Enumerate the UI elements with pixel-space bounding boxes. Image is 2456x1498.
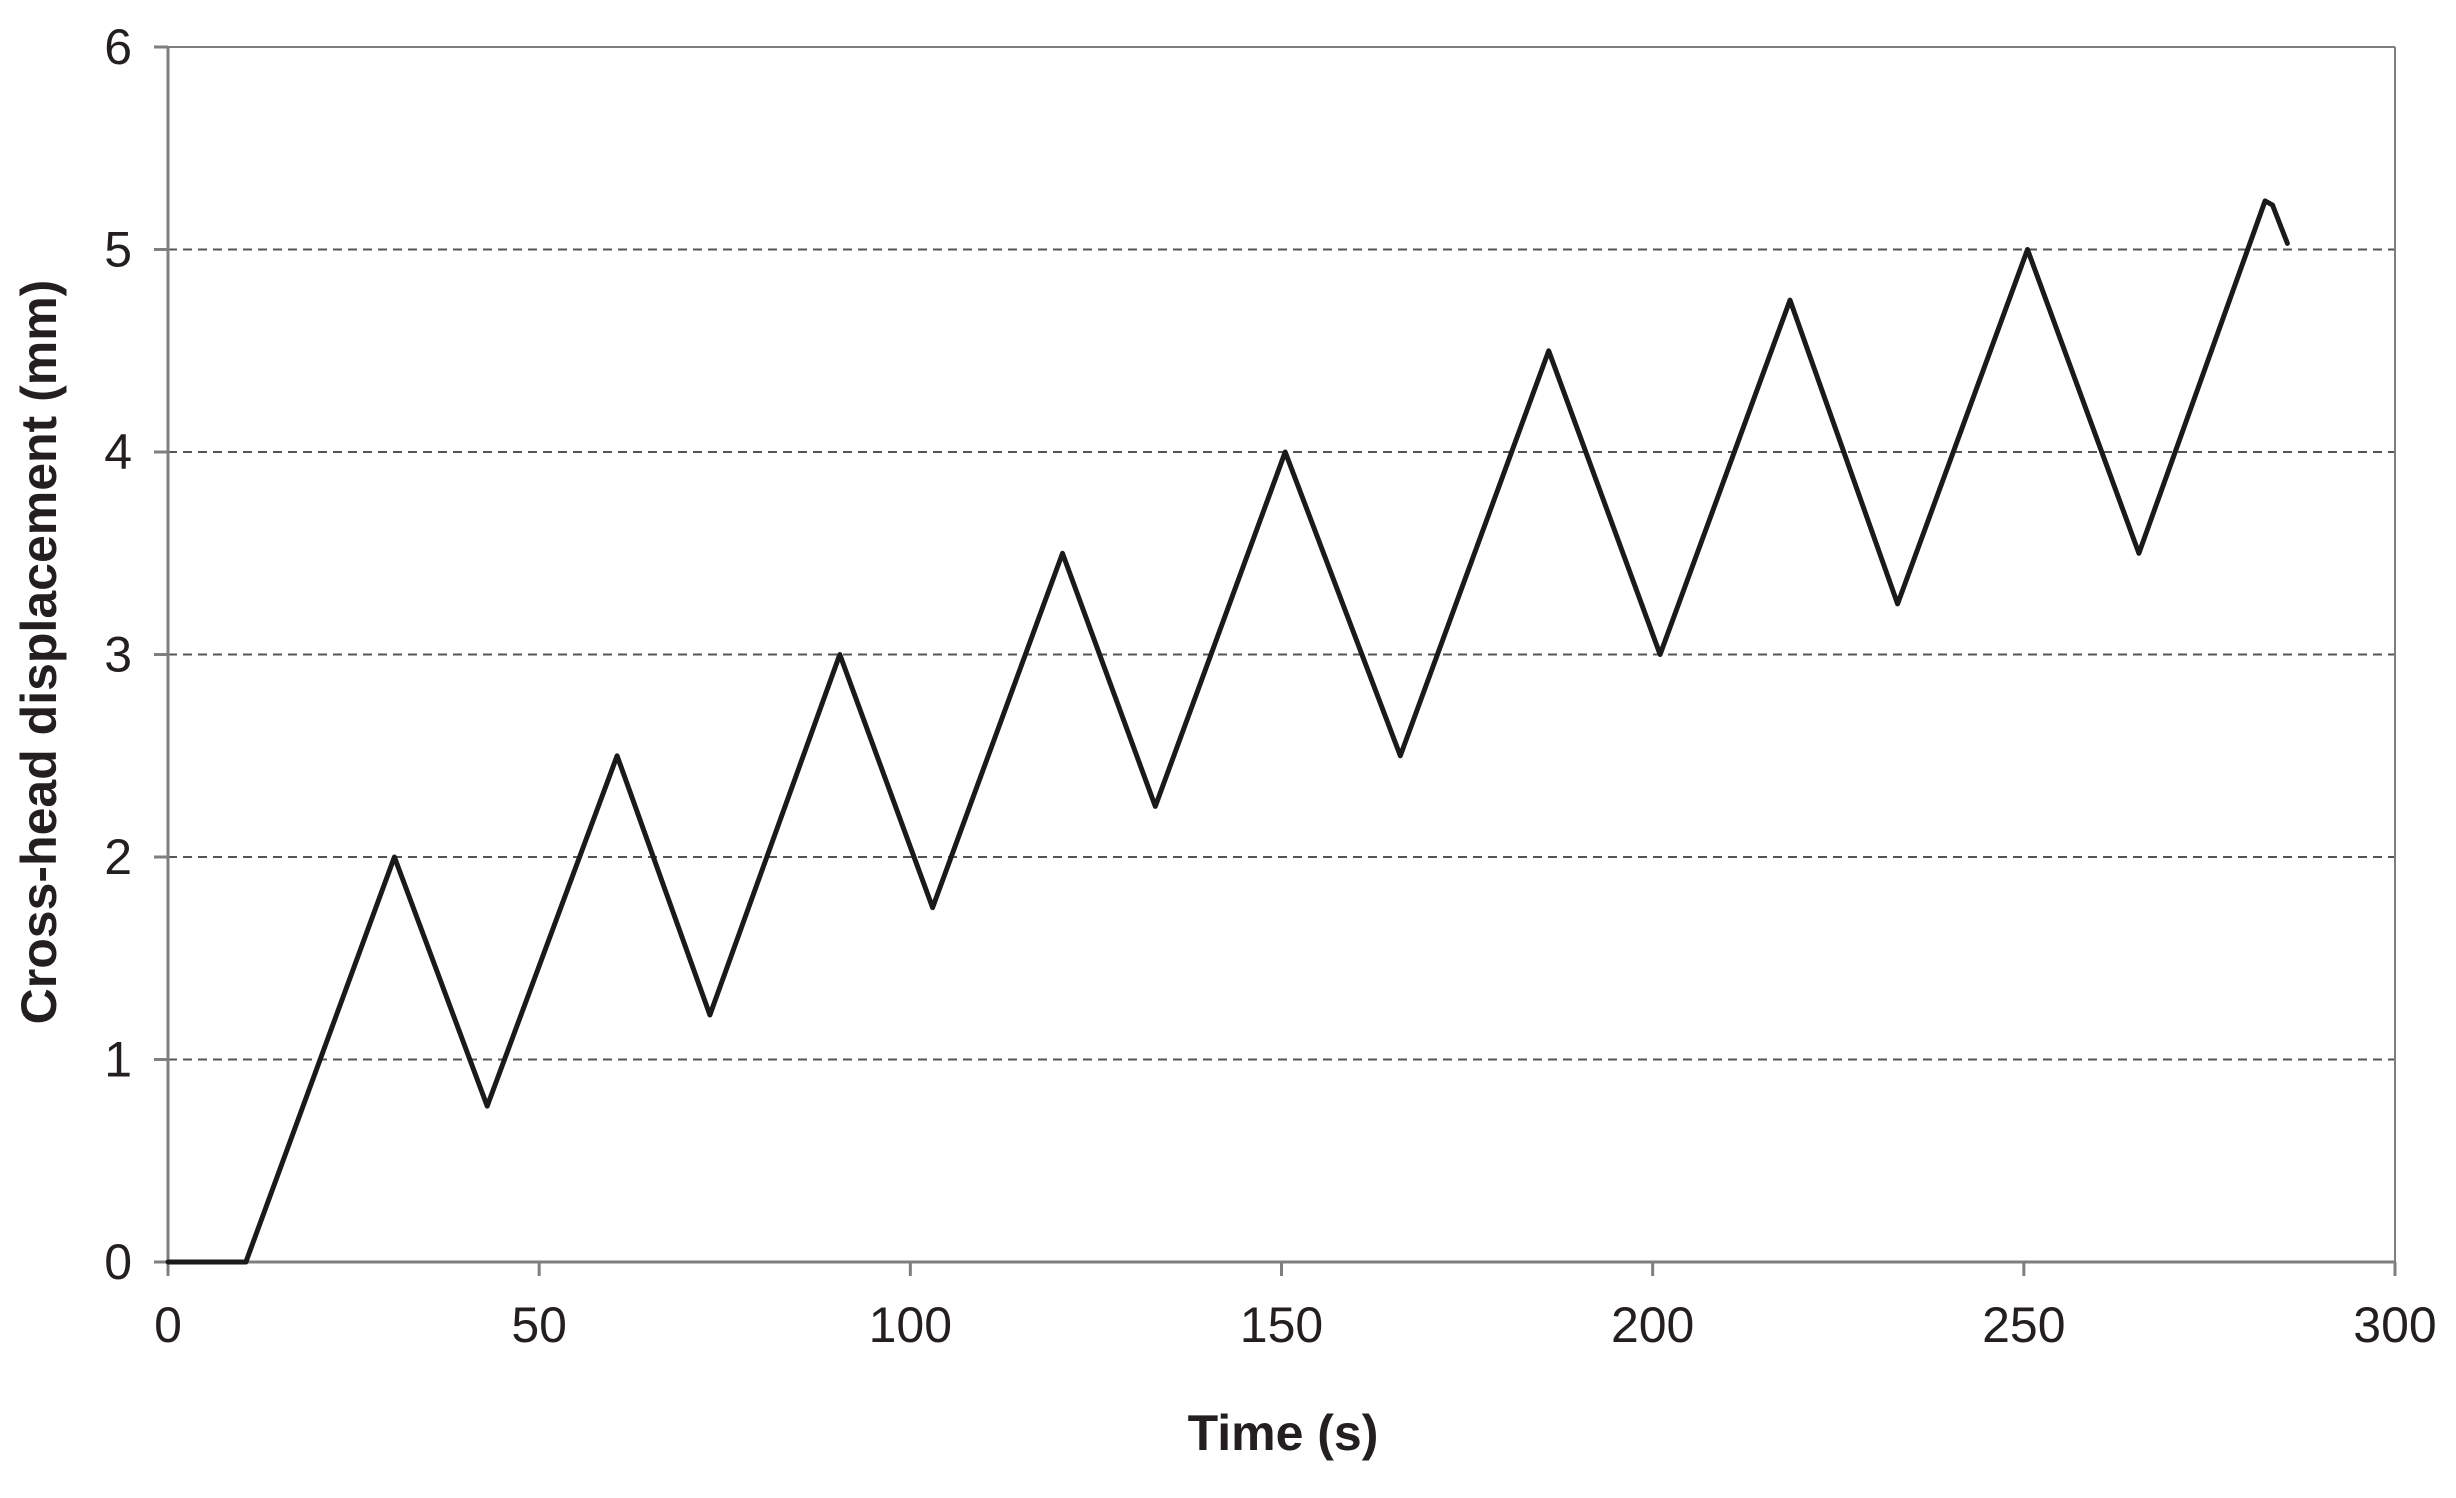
x-tick-label-100: 100 [869,1297,952,1353]
x-tick-label-50: 50 [511,1297,567,1353]
x-tick-label-300: 300 [2353,1297,2436,1353]
series-line-0 [165,198,2290,1265]
x-tick-label-200: 200 [1611,1297,1694,1353]
y-tick-label-3: 3 [104,627,132,683]
y-tick-label-2: 2 [104,829,132,885]
x-tick-label-150: 150 [1240,1297,1323,1353]
x-axis-title: Time (s) [1188,1405,1379,1461]
x-tick-label-250: 250 [1982,1297,2065,1353]
gridlines [168,248,2395,1061]
series [165,198,2290,1265]
y-tick-label-5: 5 [104,222,132,278]
tick-labels: 0 1 2 3 4 5 6 0 50 100 150 200 250 300 [104,19,2437,1353]
y-axis-title: Cross-head displacement (mm) [11,280,67,1025]
x-tick-label-0: 0 [154,1297,182,1353]
y-tick-label-6: 6 [104,19,132,75]
y-tick-label-0: 0 [104,1234,132,1290]
y-tick-label-4: 4 [104,424,132,480]
y-tick-label-1: 1 [104,1032,132,1088]
